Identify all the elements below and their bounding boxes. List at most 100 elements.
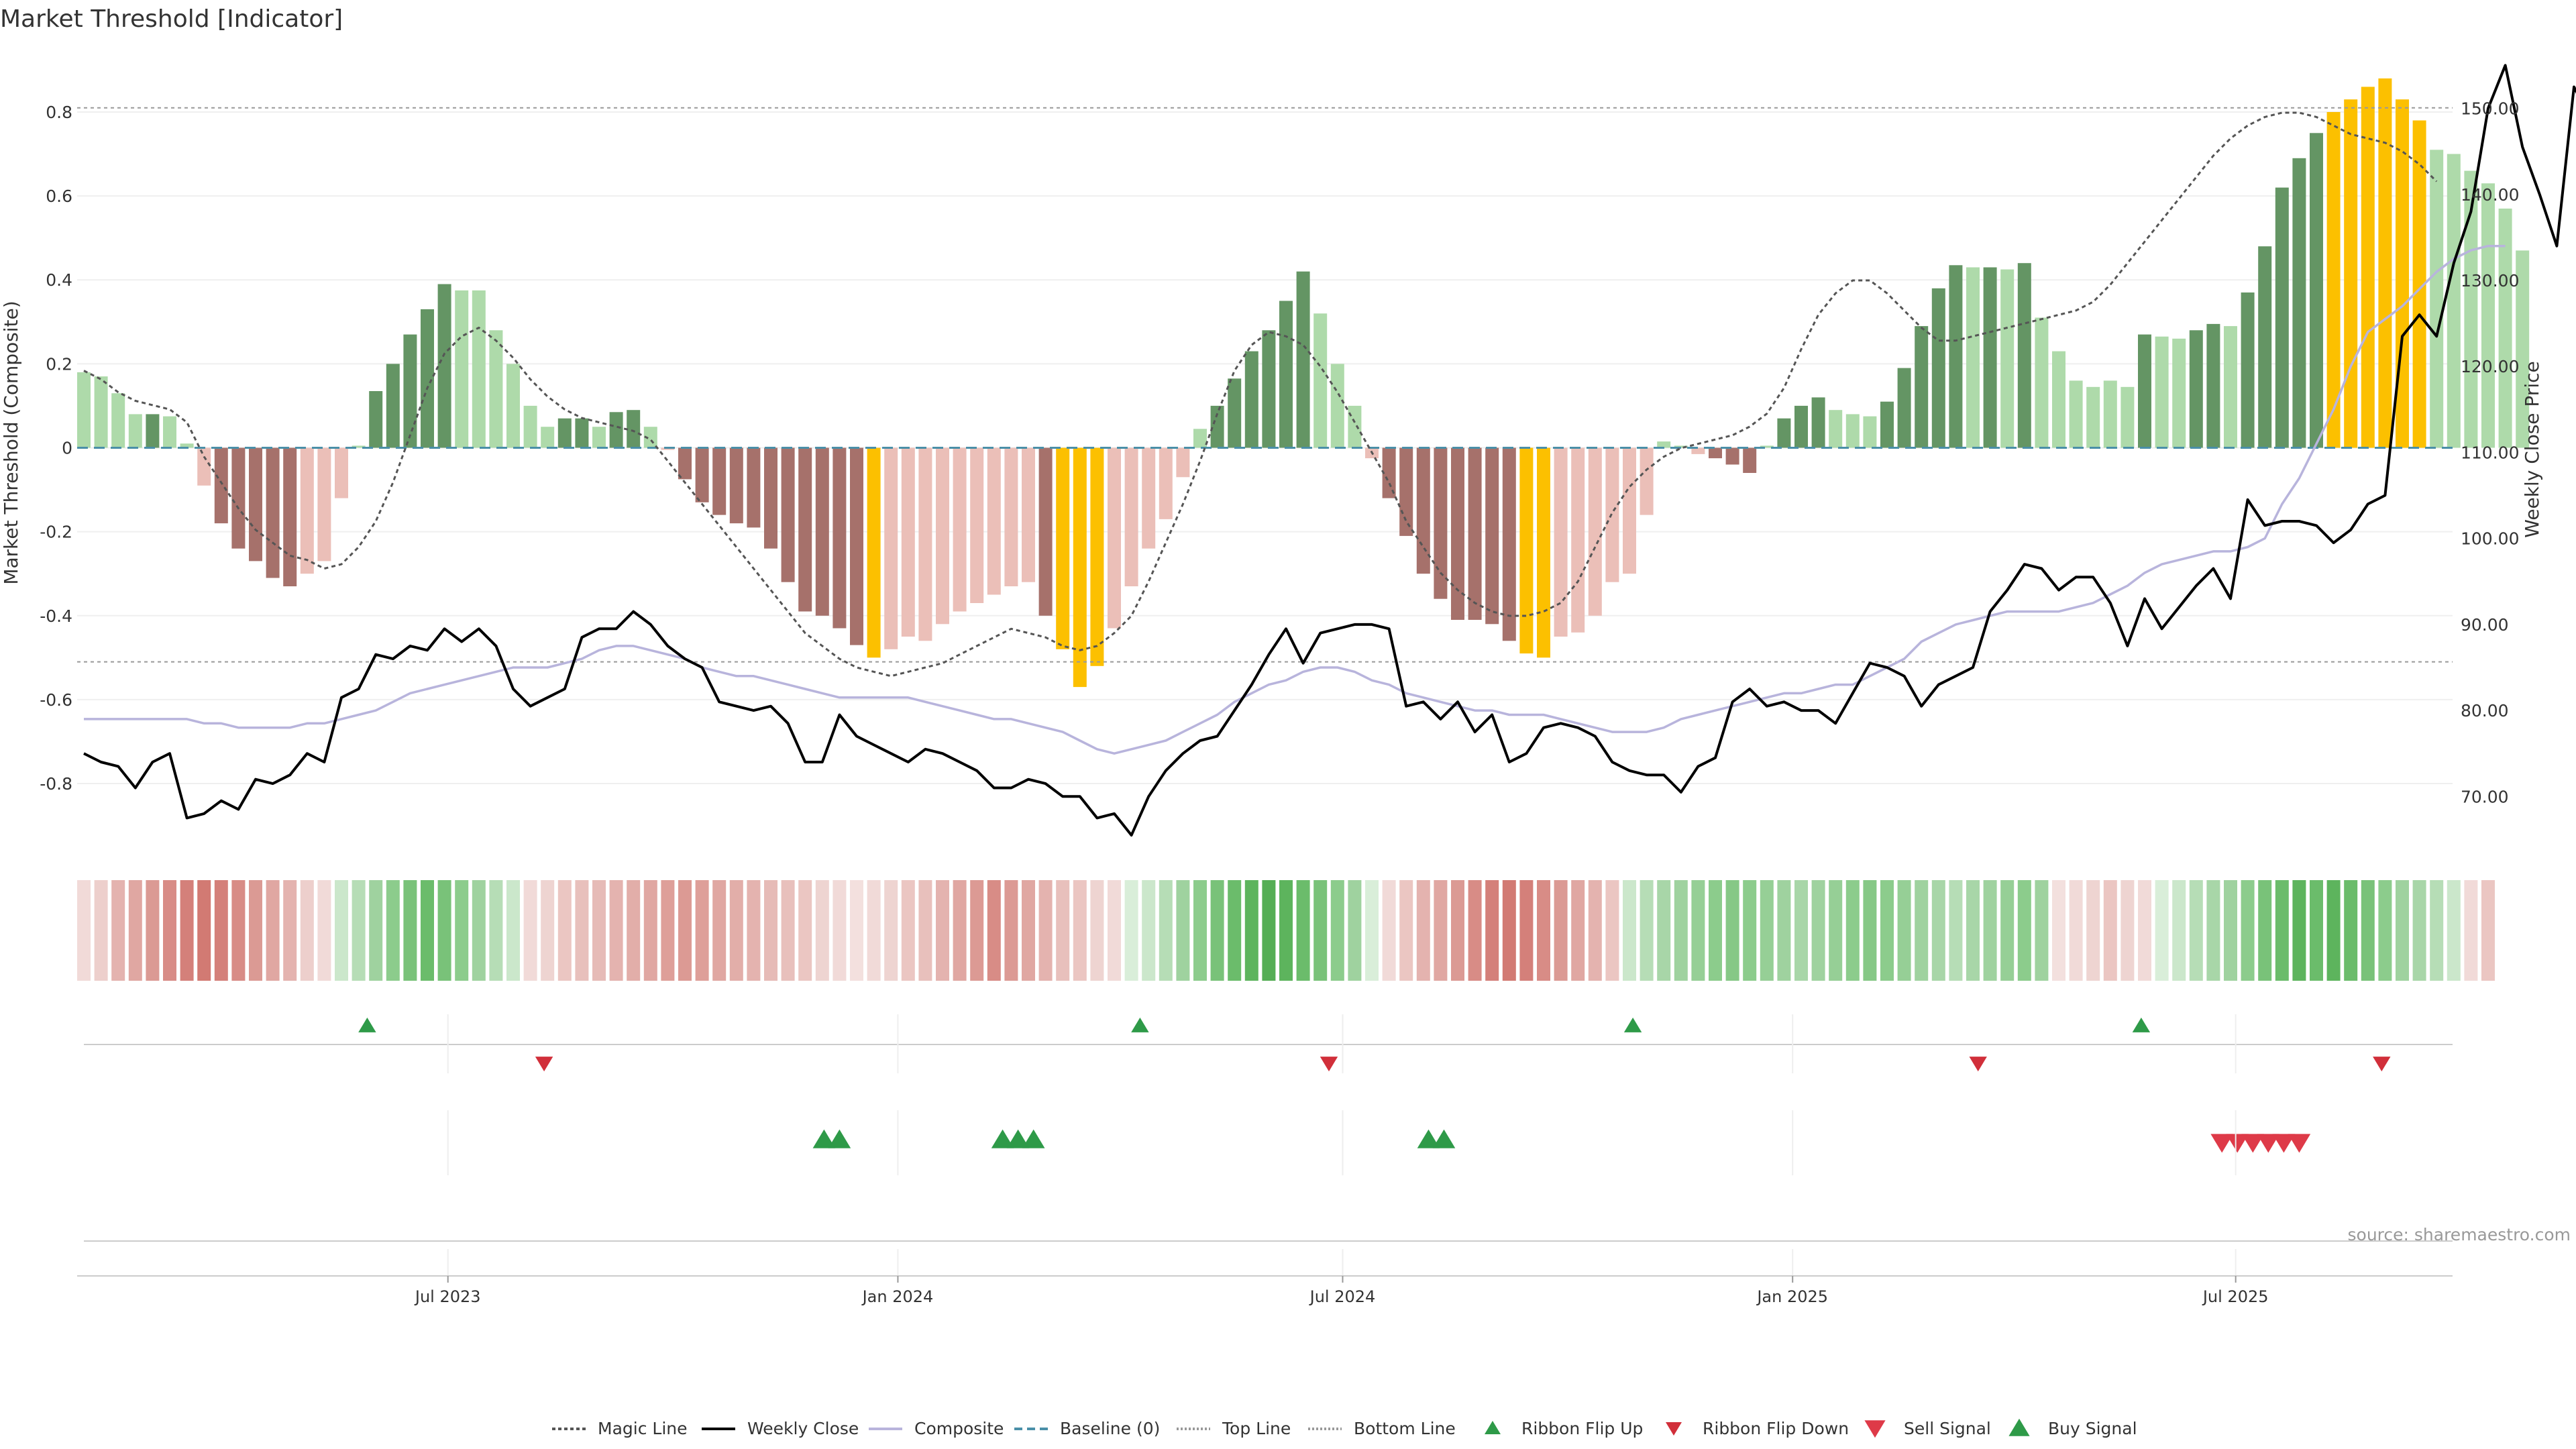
right-tick-label: 100.00: [2461, 529, 2519, 549]
ribbon-cell: [2189, 880, 2203, 981]
bar: [661, 447, 675, 450]
ribbon-cell: [729, 880, 743, 981]
ribbon-flip-down-marker: [2373, 1057, 2391, 1072]
ribbon-cell: [403, 880, 417, 981]
bar: [2361, 87, 2375, 448]
bar: [1709, 447, 1722, 459]
ribbon-cell: [2069, 880, 2083, 981]
ribbon-cell: [1399, 880, 1413, 981]
bar: [1657, 441, 1671, 448]
ribbon-cell: [1760, 880, 1774, 981]
bar: [1382, 447, 1396, 498]
bar: [1485, 447, 1499, 625]
ribbon-cell: [1709, 880, 1722, 981]
bar: [2447, 154, 2461, 448]
bar: [2326, 112, 2341, 448]
bar: [1502, 447, 1516, 641]
ribbon-cell: [2378, 880, 2392, 981]
bar: [2258, 246, 2272, 448]
bar: [798, 447, 812, 612]
ribbon-cell: [764, 880, 777, 981]
ribbon-cell: [609, 880, 623, 981]
ribbon-cell: [111, 880, 125, 981]
ribbon-cell: [1159, 880, 1173, 981]
bar: [2206, 323, 2220, 448]
right-tick-label: 140.00: [2461, 185, 2519, 205]
ribbon-cell: [1725, 880, 1739, 981]
ribbon-cell: [472, 880, 486, 981]
ribbon-cell: [2172, 880, 2186, 981]
ribbon-cell: [1382, 880, 1396, 981]
bar: [918, 447, 932, 641]
bar: [2224, 326, 2237, 448]
ribbon-cell: [2155, 880, 2169, 981]
bar: [557, 418, 572, 448]
bar: [1193, 429, 1207, 448]
bar: [1760, 445, 1774, 448]
ribbon-flip-up-marker: [2132, 1017, 2151, 1032]
chart-title: Market Threshold [Indicator]: [0, 5, 343, 33]
legend-label: Top Line: [1222, 1419, 1291, 1438]
ribbon-strip: [77, 880, 2495, 981]
ribbon-cell: [1880, 880, 1894, 981]
bar: [1794, 405, 1808, 448]
ribbon-cell: [2052, 880, 2065, 981]
legend-label: Sell Signal: [1904, 1419, 1991, 1438]
bar: [506, 364, 520, 448]
ribbon-cell: [884, 880, 898, 981]
buy-signal-marker: [1417, 1129, 1440, 1148]
bar: [231, 447, 246, 549]
ribbon-cell: [2326, 880, 2341, 981]
ribbon-cell: [1519, 880, 1534, 981]
left-tick-label: -0.8: [40, 774, 72, 794]
legend-swatch: [1864, 1420, 1886, 1438]
ribbon-cell: [352, 880, 366, 981]
left-tick-label: 0.8: [46, 103, 72, 122]
ribbon-cell: [1038, 880, 1053, 981]
ribbon-cell: [2275, 880, 2289, 981]
ribbon-cell: [2086, 880, 2100, 981]
legend-label: Composite: [914, 1419, 1004, 1438]
ribbon-cell: [2396, 880, 2409, 981]
ribbon-cell: [2017, 880, 2031, 981]
ribbon-cell: [421, 880, 434, 981]
bar: [2498, 208, 2512, 448]
ribbon-cell: [1124, 880, 1138, 981]
bar: [1142, 447, 1156, 549]
ribbon-cell: [1691, 880, 1705, 981]
bar: [575, 418, 589, 448]
ribbon-cell: [455, 880, 469, 981]
bar: [146, 414, 160, 448]
left-tick-label: -0.2: [40, 523, 72, 542]
ribbon-cell: [2344, 880, 2358, 981]
ribbon-cell: [557, 880, 572, 981]
ribbon-cell: [1313, 880, 1328, 981]
x-tick-label: Jul 2025: [2202, 1287, 2269, 1306]
ribbon-cell: [936, 880, 949, 981]
bar: [1931, 288, 1945, 448]
bar: [1022, 447, 1035, 582]
bar: [197, 447, 211, 486]
ribbon-cell: [2292, 880, 2306, 981]
bar: [1176, 447, 1190, 478]
bar: [2241, 292, 2255, 448]
ribbon-cell: [489, 880, 503, 981]
ribbon-cell: [1451, 880, 1464, 981]
bar: [472, 290, 486, 448]
ribbon-cell: [541, 880, 555, 981]
bar: [2121, 386, 2135, 448]
bar: [1880, 401, 1894, 448]
ribbon-flip-down-marker: [535, 1057, 553, 1072]
ribbon-cell: [146, 880, 160, 981]
ribbon-cell: [1897, 880, 1911, 981]
ribbon-flip-up-marker: [358, 1017, 376, 1032]
ribbon-cell: [2258, 880, 2272, 981]
bar: [1073, 447, 1087, 688]
left-tick-label: -0.4: [40, 606, 72, 626]
bar: [2189, 330, 2203, 448]
bar: [1554, 447, 1568, 637]
ribbon-cell: [2430, 880, 2444, 981]
ribbon-cell: [1365, 880, 1379, 981]
ribbon-cell: [1056, 880, 1070, 981]
legend-swatch: [2008, 1418, 2030, 1436]
